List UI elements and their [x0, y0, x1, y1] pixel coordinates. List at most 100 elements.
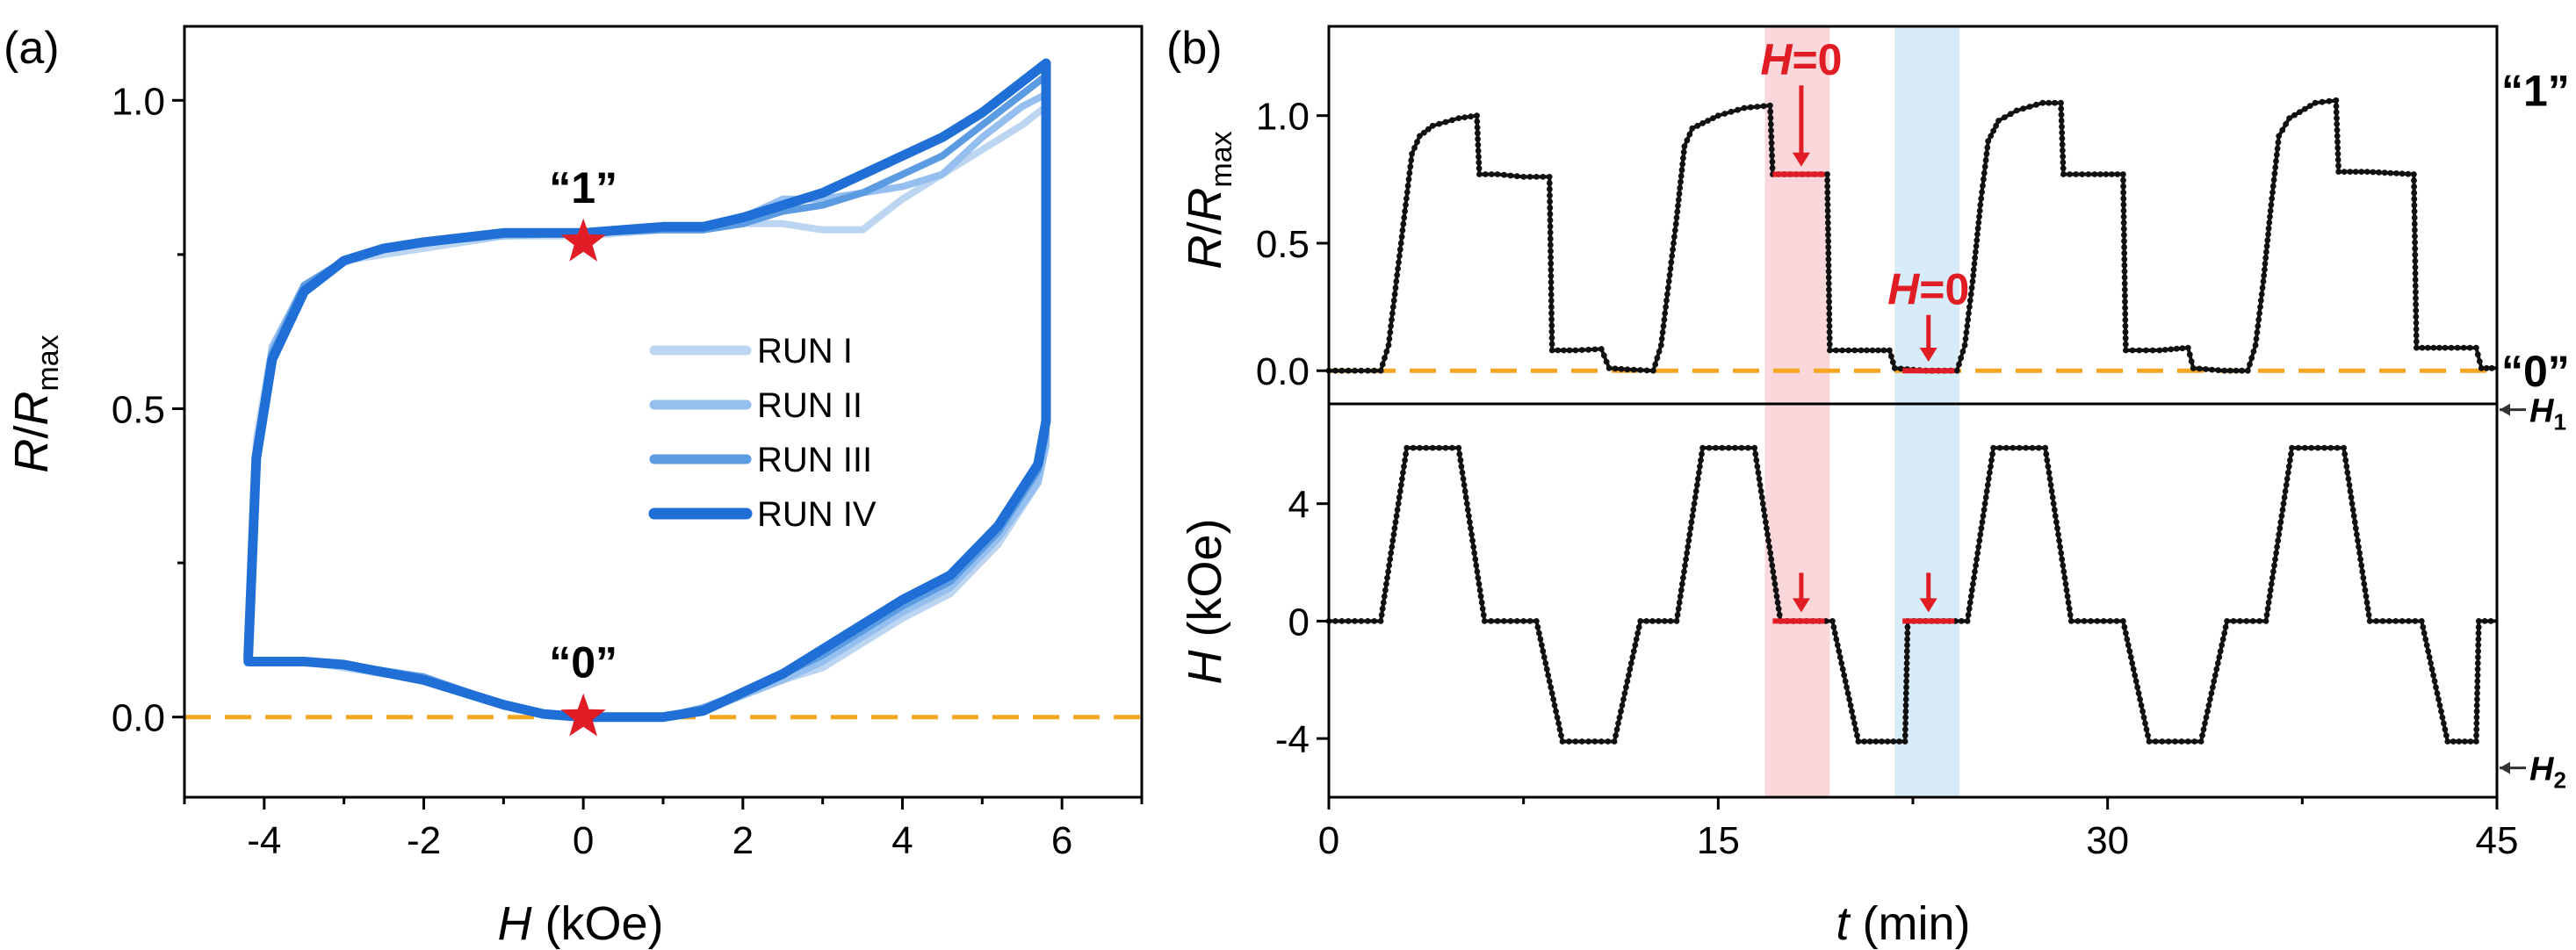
field-point	[2473, 708, 2480, 715]
field-point	[1477, 593, 1484, 600]
field-point	[2045, 463, 2052, 470]
field-point	[1545, 672, 1552, 679]
field-point	[1632, 642, 1639, 649]
field-point	[1990, 444, 1997, 451]
series-run-4	[243, 58, 1051, 723]
field-point	[2143, 726, 2150, 733]
field-point	[1383, 580, 1389, 587]
resistance-point	[1974, 231, 1981, 238]
field-point	[2288, 450, 2294, 457]
field-point	[2366, 618, 2373, 624]
field-point	[1488, 618, 1495, 624]
field-point	[2475, 623, 2482, 630]
resistance-point	[2120, 189, 2127, 196]
field-point	[1732, 444, 1738, 451]
field-point	[1423, 444, 1430, 451]
resistance-point	[2411, 184, 2418, 191]
resistance-point	[1663, 297, 1670, 304]
resistance-point	[1969, 278, 1976, 284]
field-point	[1468, 525, 1474, 532]
resistance-point	[1977, 202, 1984, 208]
field-point	[1902, 726, 1909, 733]
field-point	[2049, 494, 2056, 500]
resistance-point	[1547, 192, 1553, 199]
resistance-point	[2412, 257, 2419, 264]
panel-a-hysteresis-plot: (a) “1” “0” -4 -2 0 2 4 6 0.0 0.5 1.0 RUN I RUN II…	[4, 23, 1144, 950]
x-tick-label: 2	[732, 819, 754, 862]
field-point	[1396, 494, 1403, 500]
field-point	[2134, 684, 2141, 691]
resistance-point	[1826, 292, 1832, 299]
field-point	[1627, 660, 1634, 666]
field-point	[1759, 500, 1766, 507]
field-point	[1460, 476, 1467, 482]
field-point	[1774, 599, 1781, 606]
field-point	[1392, 519, 1399, 526]
resistance-point	[2263, 248, 2269, 255]
resistance-point	[2184, 344, 2191, 351]
resistance-point	[1624, 366, 1631, 373]
field-point	[2354, 531, 2360, 538]
resistance-point	[2060, 153, 2067, 160]
resistance-point	[1390, 297, 1397, 304]
field-point	[1903, 684, 1909, 691]
field-point	[1679, 580, 1685, 587]
field-point	[2467, 738, 2474, 745]
field-point	[2219, 642, 2226, 649]
field-point	[1591, 738, 1598, 745]
resistance-point	[1379, 361, 1386, 368]
field-point	[1831, 630, 1838, 637]
resistance-point	[1389, 304, 1396, 310]
panel-b-top-y-axis-label: R/Rmax	[1179, 131, 1238, 269]
field-point	[2214, 660, 2221, 666]
resistance-point	[1414, 139, 1420, 146]
field-point	[2282, 488, 2289, 494]
zero-field-label-var: H	[1887, 265, 1920, 314]
field-point	[1890, 738, 1897, 745]
resistance-point	[2058, 99, 2064, 106]
field-point	[2165, 738, 2172, 745]
panel-a-legend: RUN I RUN II RUN III RUN IV	[648, 332, 877, 534]
resistance-point	[2039, 99, 2046, 106]
field-point	[1410, 444, 1417, 451]
resistance-point	[1408, 157, 1415, 163]
field-point	[2441, 720, 2447, 727]
resistance-point	[1409, 150, 1415, 157]
field-point	[2056, 537, 2063, 544]
resistance-point	[1650, 367, 1656, 374]
resistance-point	[1332, 367, 1339, 374]
field-point	[2063, 587, 2070, 594]
field-point	[1619, 702, 1626, 709]
resistance-point	[1547, 198, 1553, 205]
resistance-point	[1668, 259, 1675, 266]
field-point	[1973, 562, 1980, 569]
resistance-point	[1825, 226, 1831, 233]
resistance-point	[1824, 201, 1831, 208]
resistance-point	[1978, 195, 1985, 202]
panel-b-ticks: 0 15 30 45 0.0 0.5 1.0 -4 0 4	[1256, 96, 2519, 862]
resistance-point	[1548, 341, 1555, 348]
resistance-point	[2411, 177, 2417, 184]
panel-b-label: (b)	[1166, 23, 1223, 74]
field-point	[2356, 550, 2363, 557]
resistance-point	[1760, 103, 1767, 110]
field-point	[2431, 678, 2438, 685]
field-level-label-0: H1	[2529, 393, 2566, 435]
field-point	[1849, 708, 1855, 715]
field-point	[2327, 444, 2334, 451]
resistance-point	[2333, 97, 2340, 104]
resistance-point	[2255, 316, 2262, 323]
field-point	[1692, 488, 1699, 494]
field-point	[1775, 605, 1782, 612]
resistance-point	[1548, 241, 1554, 248]
field-point	[1968, 587, 1975, 594]
resistance-point	[1976, 213, 1982, 220]
resistance-point	[2122, 299, 2128, 306]
panel-b-highlight-regions	[1764, 26, 1960, 797]
resistance-point	[1966, 297, 1973, 304]
resistance-point	[1364, 367, 1371, 374]
resistance-point	[1825, 255, 1832, 263]
resistance-point	[2412, 264, 2419, 270]
resistance-point	[2430, 344, 2437, 351]
field-level-arrow-head	[2500, 761, 2510, 774]
